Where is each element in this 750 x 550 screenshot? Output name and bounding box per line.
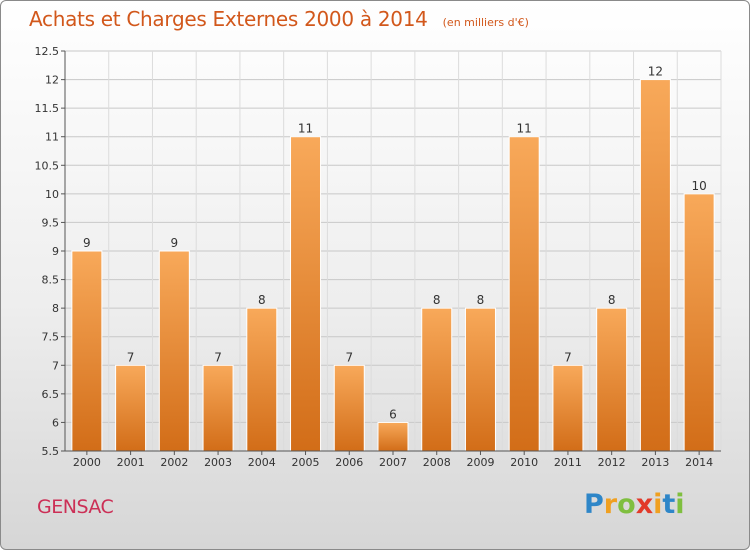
bar bbox=[246, 307, 278, 452]
x-tick-label: 2008 bbox=[423, 456, 451, 469]
y-tick-label: 9.5 bbox=[42, 216, 60, 229]
x-tick-label: 2010 bbox=[510, 456, 538, 469]
bar-value-label: 7 bbox=[127, 350, 135, 364]
bar-value-label: 8 bbox=[258, 293, 266, 307]
x-tick-label: 2007 bbox=[379, 456, 407, 469]
y-tick-label: 8 bbox=[52, 302, 59, 315]
bar bbox=[421, 307, 453, 452]
y-tick-label: 7.5 bbox=[42, 331, 60, 344]
bar bbox=[333, 364, 365, 452]
bar bbox=[508, 136, 540, 452]
bar-value-label: 7 bbox=[345, 350, 353, 364]
bar bbox=[158, 250, 190, 452]
x-tick-label: 2002 bbox=[160, 456, 188, 469]
bar bbox=[464, 307, 496, 452]
bar-value-label: 11 bbox=[298, 122, 313, 136]
bar-value-label: 11 bbox=[517, 122, 532, 136]
logo-letter: x bbox=[635, 489, 654, 520]
logo-letter: P bbox=[584, 489, 604, 520]
x-tick-label: 2006 bbox=[335, 456, 363, 469]
bar bbox=[115, 364, 147, 452]
x-tick-label: 2001 bbox=[117, 456, 145, 469]
y-tick-label: 9 bbox=[52, 245, 59, 258]
bar-value-label: 12 bbox=[648, 65, 663, 79]
bar-value-label: 10 bbox=[691, 179, 706, 193]
chart-title: Achats et Charges Externes 2000 à 2014 bbox=[29, 7, 428, 31]
x-tick-label: 2003 bbox=[204, 456, 232, 469]
x-tick-label: 2012 bbox=[598, 456, 626, 469]
x-tick-label: 2009 bbox=[466, 456, 494, 469]
bar bbox=[377, 421, 409, 452]
y-tick-label: 11 bbox=[45, 131, 59, 144]
y-tick-label: 7 bbox=[52, 359, 59, 372]
bar bbox=[552, 364, 584, 452]
bar-value-label: 9 bbox=[171, 236, 179, 250]
bar-value-label: 8 bbox=[608, 293, 616, 307]
x-tick-label: 2013 bbox=[641, 456, 669, 469]
bar-value-label: 8 bbox=[477, 293, 485, 307]
logo-letter: t bbox=[662, 489, 676, 520]
logo-letter: o bbox=[617, 489, 636, 520]
bar bbox=[71, 250, 103, 452]
y-tick-label: 11.5 bbox=[35, 102, 60, 115]
x-tick-label: 2011 bbox=[554, 456, 582, 469]
y-tick-label: 6 bbox=[52, 416, 59, 429]
bar-value-label: 7 bbox=[214, 350, 222, 364]
proxiti-logo: Proxiti bbox=[584, 489, 685, 520]
y-tick-label: 12.5 bbox=[35, 45, 60, 58]
x-tick-label: 2005 bbox=[292, 456, 320, 469]
bar-value-label: 8 bbox=[433, 293, 441, 307]
y-tick-label: 8.5 bbox=[42, 274, 60, 287]
axis-layer: 5.5 6 6.5 7 7.5 8 8.5 9 9.5 10 10.5 11 11.5 12 12.5 200… bbox=[35, 45, 721, 469]
y-tick-label: 5.5 bbox=[42, 445, 60, 458]
bar-value-label: 7 bbox=[564, 350, 572, 364]
y-tick-label: 6.5 bbox=[42, 388, 60, 401]
bars-layer: 9 7 9 7 8 11 7 6 8 8 11 7 8 12 10 bbox=[71, 65, 715, 452]
bar bbox=[202, 364, 234, 452]
logo-letter: r bbox=[603, 489, 618, 520]
x-tick-label: 2000 bbox=[73, 456, 101, 469]
logo-letter: i bbox=[653, 489, 663, 520]
x-tick-label: 2014 bbox=[685, 456, 713, 469]
bar bbox=[596, 307, 628, 452]
bar bbox=[683, 193, 715, 452]
x-tick-label: 2004 bbox=[248, 456, 276, 469]
y-tick-label: 10.5 bbox=[35, 159, 60, 172]
chart-subtitle: (en milliers d'€) bbox=[442, 16, 529, 29]
y-tick-label: 10 bbox=[45, 188, 59, 201]
logo-letter: i bbox=[675, 489, 685, 520]
bar-value-label: 6 bbox=[389, 407, 397, 421]
bar bbox=[290, 136, 322, 452]
bar-value-label: 9 bbox=[83, 236, 91, 250]
y-tick-label: 12 bbox=[45, 74, 59, 87]
bar bbox=[639, 79, 671, 452]
city-name: GENSAC bbox=[37, 496, 114, 518]
chart-title-block: Achats et Charges Externes 2000 à 2014 (… bbox=[29, 7, 529, 31]
